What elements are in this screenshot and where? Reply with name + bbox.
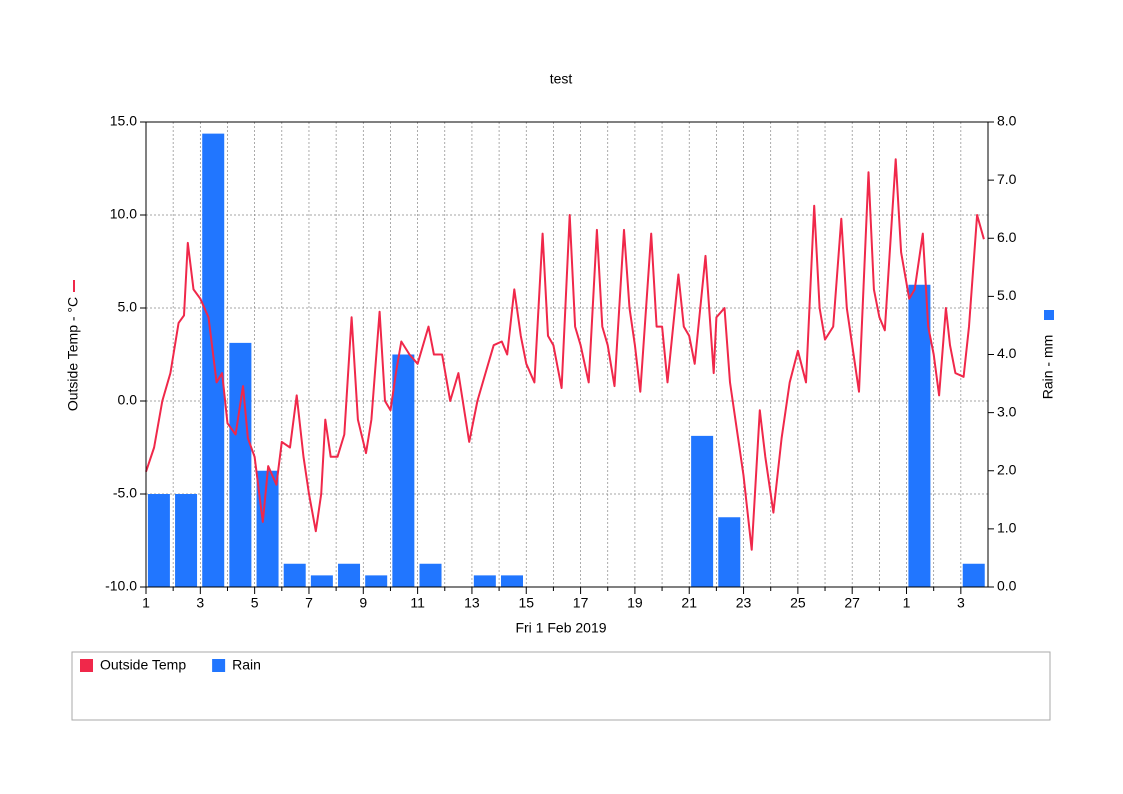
line xyxy=(145,158,985,551)
bar xyxy=(338,563,361,587)
y-tick-label: -10.0 xyxy=(105,578,137,594)
y-tick-label: 10.0 xyxy=(110,206,137,222)
x-tick-label: 27 xyxy=(844,595,860,611)
x-axis-label: Fri 1 Feb 2019 xyxy=(515,620,606,636)
y2-tick-label: 5.0 xyxy=(997,287,1017,303)
y2-tick-label: 2.0 xyxy=(997,461,1017,477)
y-tick-label: 15.0 xyxy=(110,113,137,129)
bar xyxy=(256,470,279,587)
x-tick-label: 1 xyxy=(142,595,150,611)
x-tick-label: 23 xyxy=(736,595,752,611)
legend-label: Rain xyxy=(232,657,261,673)
y2-legend-marker xyxy=(1044,310,1054,320)
legend-label: Outside Temp xyxy=(100,657,186,673)
x-tick-label: 15 xyxy=(518,595,534,611)
bar xyxy=(147,494,170,587)
x-tick-label: 1 xyxy=(903,595,911,611)
bar xyxy=(392,354,415,587)
legend-swatch xyxy=(212,659,226,672)
y2-tick-label: 8.0 xyxy=(997,113,1017,129)
y-tick-label: 0.0 xyxy=(118,392,138,408)
bar xyxy=(365,575,388,587)
x-tick-label: 13 xyxy=(464,595,480,611)
legend-box xyxy=(71,651,1051,721)
bar xyxy=(908,284,931,587)
bar xyxy=(718,517,741,587)
x-tick-label: 3 xyxy=(196,595,204,611)
chart-title: test xyxy=(550,71,573,87)
y2-tick-label: 1.0 xyxy=(997,520,1017,536)
x-tick-label: 3 xyxy=(957,595,965,611)
bar xyxy=(691,435,714,587)
x-tick-label: 9 xyxy=(359,595,367,611)
plot-frame xyxy=(145,121,989,588)
x-tick-label: 19 xyxy=(627,595,643,611)
bar xyxy=(500,575,523,587)
bar xyxy=(419,563,442,587)
y2-tick-label: 3.0 xyxy=(997,403,1017,419)
bar xyxy=(229,342,252,587)
bar xyxy=(283,563,306,587)
bar xyxy=(175,494,198,587)
y-axis-label: Outside Temp - °C xyxy=(65,297,81,411)
y2-tick-label: 4.0 xyxy=(997,345,1017,361)
x-tick-label: 7 xyxy=(305,595,313,611)
bar xyxy=(310,575,333,587)
y2-tick-label: 0.0 xyxy=(997,578,1017,594)
y2-tick-label: 7.0 xyxy=(997,171,1017,187)
bar xyxy=(962,563,985,587)
y-tick-label: -5.0 xyxy=(113,485,137,501)
x-tick-label: 25 xyxy=(790,595,806,611)
y-tick-label: 5.0 xyxy=(118,299,138,315)
x-tick-label: 21 xyxy=(681,595,697,611)
y2-axis-label: Rain - mm xyxy=(1040,335,1056,400)
x-tick-label: 17 xyxy=(573,595,589,611)
legend-swatch xyxy=(80,659,93,672)
x-tick-label: 11 xyxy=(410,595,425,611)
bar xyxy=(473,575,496,587)
x-tick-label: 5 xyxy=(251,595,259,611)
y2-tick-label: 6.0 xyxy=(997,229,1017,245)
